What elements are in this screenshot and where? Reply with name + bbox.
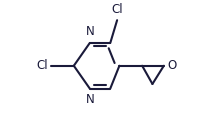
Text: N: N [85, 25, 94, 38]
Text: N: N [85, 93, 94, 106]
Text: O: O [167, 59, 176, 72]
Text: Cl: Cl [111, 3, 123, 16]
Text: Cl: Cl [36, 59, 48, 72]
